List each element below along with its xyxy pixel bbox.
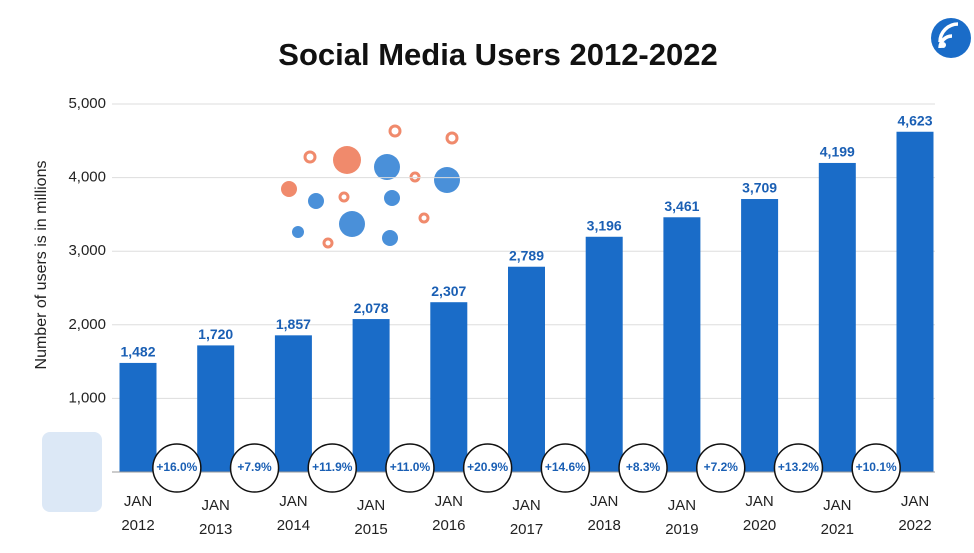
growth-circle	[462, 443, 513, 493]
value-label: 1,720	[198, 326, 233, 342]
bar	[663, 217, 701, 472]
growth-label: +11.0%	[390, 460, 431, 474]
x-tick-label: JAN 2012	[121, 493, 155, 534]
growth-circle	[618, 443, 668, 493]
bar	[508, 266, 545, 472]
x-tick-label: JAN 2016	[432, 493, 466, 534]
chart-title: Social Media Users 2012-2022	[278, 37, 717, 72]
x-tick-label: JAN 2021	[820, 497, 854, 538]
value-label: 4,199	[820, 144, 855, 160]
growth-label: +16.0%	[156, 460, 197, 474]
growth-circle	[152, 443, 202, 493]
x-tick-label: JAN 2019	[665, 497, 699, 538]
y-axis-label: Number of users is in millions	[33, 161, 50, 370]
bar	[430, 302, 468, 472]
x-tick-label: JAN 2015	[354, 497, 388, 538]
x-tick-label: JAN 2022	[898, 493, 932, 534]
bar	[274, 335, 312, 472]
bar	[896, 131, 934, 472]
value-label: 1,857	[276, 316, 311, 332]
value-label: 3,709	[742, 180, 777, 196]
growth-circle	[773, 443, 824, 493]
growth-circle	[540, 443, 591, 493]
value-label: 2,307	[431, 283, 466, 299]
grid	[112, 103, 935, 399]
growth-label: +13.2%	[778, 460, 819, 474]
x-tick-label: JAN 2013	[199, 497, 233, 538]
bar	[585, 236, 623, 472]
y-tick-label: 5,000	[68, 95, 106, 112]
growth-label: +20.9%	[467, 460, 508, 474]
y-tick-label: 1,000	[68, 389, 106, 406]
value-label: 3,196	[587, 217, 622, 233]
bar	[119, 362, 157, 472]
value-label: 1,482	[120, 344, 155, 360]
x-tick-label: JAN 2014	[276, 493, 311, 534]
y-tick-label: 4,000	[68, 169, 106, 186]
growth-label: +11.9%	[312, 460, 353, 474]
x-tick-label: JAN 2018	[587, 493, 621, 534]
growth-label: +8.3%	[626, 460, 661, 474]
bar	[197, 345, 235, 472]
y-tick-label: 2,000	[68, 316, 106, 333]
value-label: 4,623	[897, 112, 932, 128]
x-tick-label: JAN 2017	[509, 497, 544, 538]
logo	[931, 18, 971, 58]
growth-label: +14.6%	[545, 460, 586, 474]
growth-circle	[696, 443, 746, 493]
y-tick-label: 3,000	[68, 242, 106, 259]
growth-label: +7.9%	[237, 460, 272, 474]
growth-circle	[229, 443, 280, 493]
bar	[741, 199, 779, 473]
growth-label: +7.2%	[704, 460, 739, 474]
growth-label: +10.1%	[856, 460, 897, 474]
growth-circle	[851, 443, 901, 493]
value-label: 2,078	[354, 300, 389, 316]
value-label: 3,461	[664, 198, 699, 214]
x-tick-label: JAN 2020	[742, 493, 777, 534]
bar	[352, 319, 390, 472]
value-label: 2,789	[509, 247, 544, 263]
growth-circle	[385, 443, 435, 493]
bar	[818, 162, 856, 472]
decoration	[42, 124, 460, 512]
growth-circle	[307, 443, 357, 493]
